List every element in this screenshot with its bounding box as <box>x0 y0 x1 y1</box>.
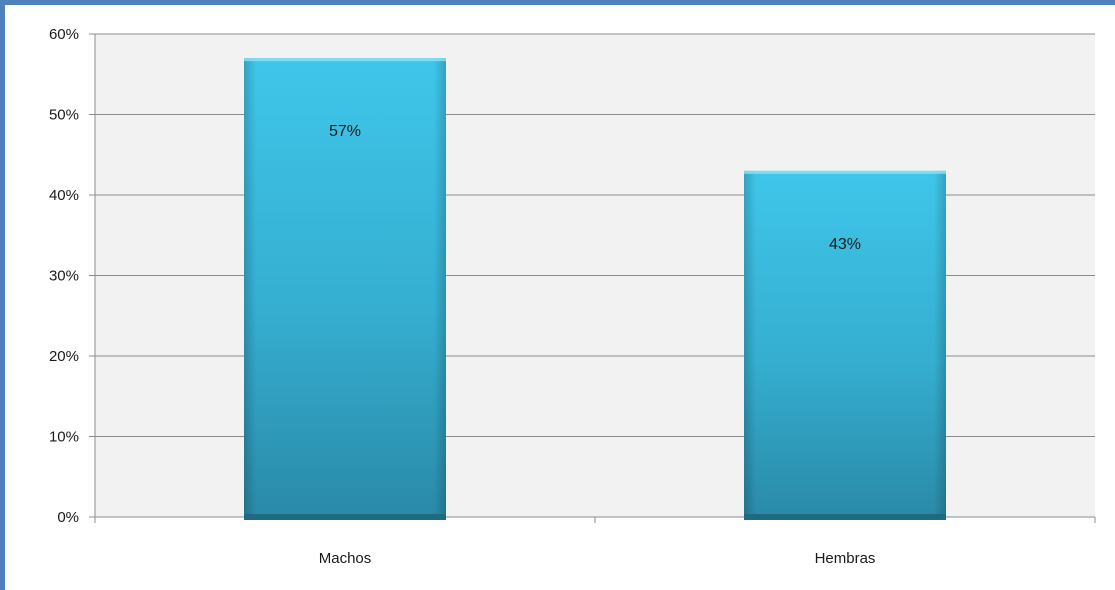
bar-highlight-hembras <box>744 170 946 174</box>
labels: 0% 10% 20% 30% 40% 50% 60% 57% Machos 43% Hembras <box>49 26 875 567</box>
data-label-hembras: 43% <box>829 236 861 253</box>
bar-base-machos <box>244 514 446 520</box>
bar-shading-machos <box>244 58 446 518</box>
bar-chart: 0% 10% 20% 30% 40% 50% 60% 57% Machos 43% Hembras <box>49 26 1096 567</box>
y-tick-label: 40% <box>49 187 79 204</box>
y-tick-label: 30% <box>49 268 79 285</box>
y-tick-label: 60% <box>49 26 79 43</box>
bar-shading-hembras <box>744 170 946 517</box>
y-tick-label: 0% <box>57 509 79 526</box>
x-category-label-hembras: Hembras <box>815 550 876 567</box>
x-category-label-machos: Machos <box>319 550 372 567</box>
y-tick-label: 20% <box>49 348 79 365</box>
bars <box>244 58 946 520</box>
data-label-machos: 57% <box>329 123 361 140</box>
y-tick-label: 10% <box>49 429 79 446</box>
y-tick-label: 50% <box>49 107 79 124</box>
bar-highlight-machos <box>244 58 446 62</box>
bar-base-hembras <box>744 514 946 520</box>
